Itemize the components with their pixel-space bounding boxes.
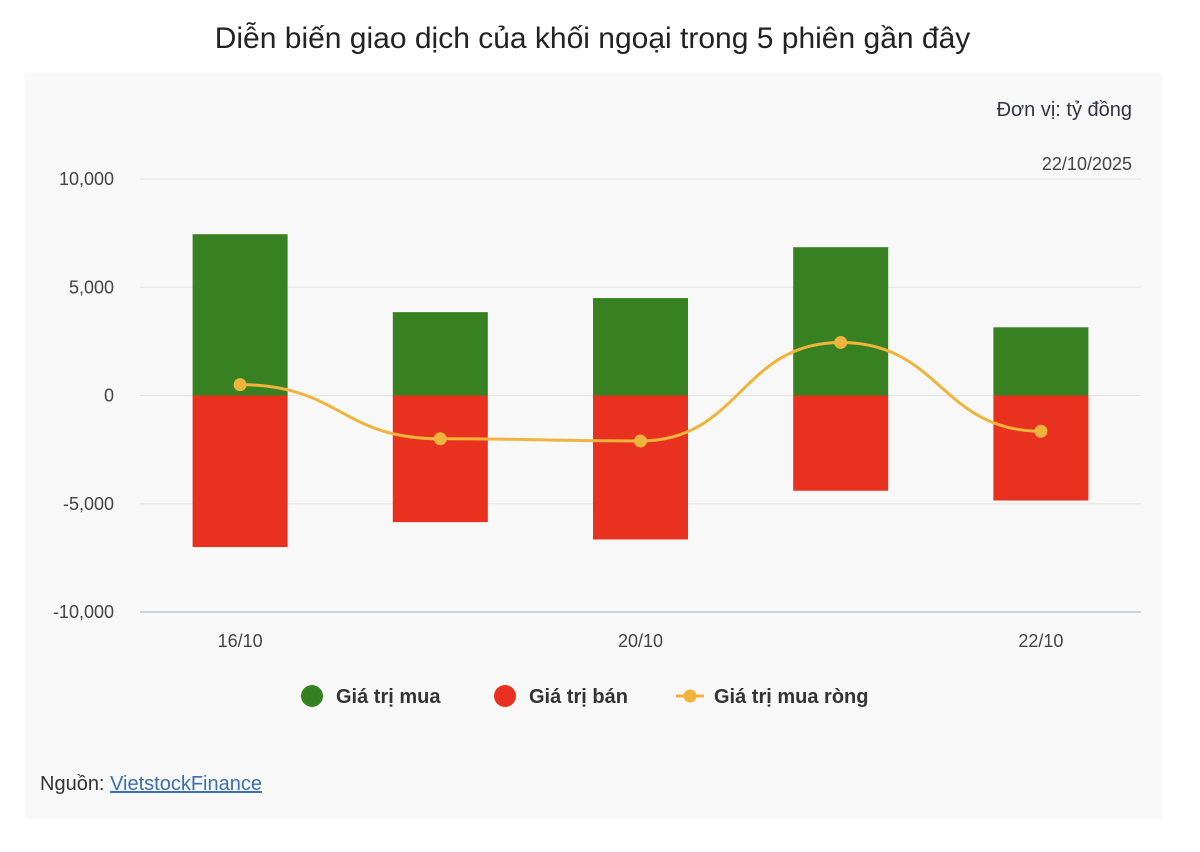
bar-sell <box>192 395 288 548</box>
bar-sell <box>793 395 889 491</box>
y-tick-label: 5,000 <box>69 277 114 297</box>
legend-item[interactable]: Giá trị mua ròng <box>676 686 868 708</box>
x-tick-label: 16/10 <box>218 631 263 651</box>
source-line: Nguồn: VietstockFinance <box>40 773 262 796</box>
legend-item[interactable]: Giá trị mua <box>301 685 441 708</box>
legend-label: Giá trị mua ròng <box>714 686 868 708</box>
legend-item[interactable]: Giá trị bán <box>494 685 628 708</box>
unit-label: Đơn vị: tỷ đồng <box>997 99 1132 121</box>
y-axis-ticks: 10,000 5,000 0 -5,000 -10,000 <box>53 169 114 622</box>
y-tick-label: 10,000 <box>59 169 114 189</box>
source-prefix: Nguồn: <box>40 773 111 795</box>
net-point <box>634 434 647 448</box>
x-tick-label: 20/10 <box>618 631 663 651</box>
legend: Giá trị mua Giá trị bán Giá trị mua ròng <box>301 685 868 708</box>
y-tick-label: -5,000 <box>63 494 114 514</box>
x-tick-label: 22/10 <box>1018 631 1063 651</box>
bar-buy <box>392 312 488 396</box>
net-point <box>834 335 848 349</box>
bar-buy <box>192 234 288 396</box>
bar-sell <box>392 395 488 523</box>
y-tick-label: 0 <box>104 386 114 406</box>
net-line <box>233 335 1048 448</box>
date-label: 22/10/2025 <box>1042 154 1132 174</box>
bar-buy <box>993 327 1089 396</box>
bar-buy <box>593 298 688 396</box>
x-axis-ticks: 16/10 20/10 22/10 <box>218 631 1064 651</box>
bars <box>192 234 1089 548</box>
net-point <box>1034 424 1048 438</box>
legend-marker <box>301 685 323 707</box>
bar-sell <box>593 395 688 540</box>
legend-label: Giá trị mua <box>336 686 441 708</box>
source-link[interactable]: VietstockFinance <box>110 773 262 795</box>
bar-buy <box>793 247 889 396</box>
legend-marker <box>494 685 516 707</box>
bar-sell <box>993 395 1089 501</box>
chart-title: Diễn biến giao dịch của khối ngoại trong… <box>214 22 971 55</box>
net-line-path <box>240 340 1041 443</box>
net-point <box>233 378 247 392</box>
legend-label: Giá trị bán <box>529 686 628 708</box>
y-tick-label: -10,000 <box>53 602 114 622</box>
legend-marker <box>683 689 697 703</box>
net-point <box>433 432 447 446</box>
